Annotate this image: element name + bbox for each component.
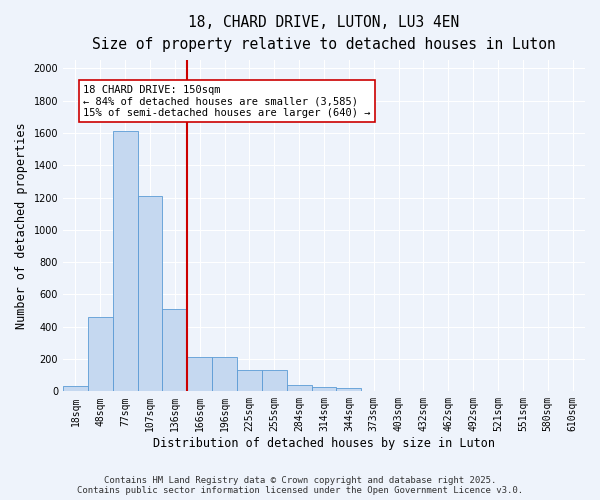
X-axis label: Distribution of detached houses by size in Luton: Distribution of detached houses by size … [153,437,495,450]
Bar [311,388,337,392]
Bar [63,386,88,392]
Text: Contains HM Land Registry data © Crown copyright and database right 2025.
Contai: Contains HM Land Registry data © Crown c… [77,476,523,495]
Y-axis label: Number of detached properties: Number of detached properties [15,122,28,329]
Text: 18 CHARD DRIVE: 150sqm
← 84% of detached houses are smaller (3,585)
15% of semi-: 18 CHARD DRIVE: 150sqm ← 84% of detached… [83,84,370,117]
Bar [187,356,212,392]
Bar [137,196,163,392]
Title: 18, CHARD DRIVE, LUTON, LU3 4EN
Size of property relative to detached houses in : 18, CHARD DRIVE, LUTON, LU3 4EN Size of … [92,15,556,52]
Bar [337,388,361,392]
Bar [163,309,187,392]
Bar [262,370,287,392]
Bar [88,317,113,392]
Bar [287,385,311,392]
Bar [237,370,262,392]
Bar [212,356,237,392]
Bar [113,132,137,392]
